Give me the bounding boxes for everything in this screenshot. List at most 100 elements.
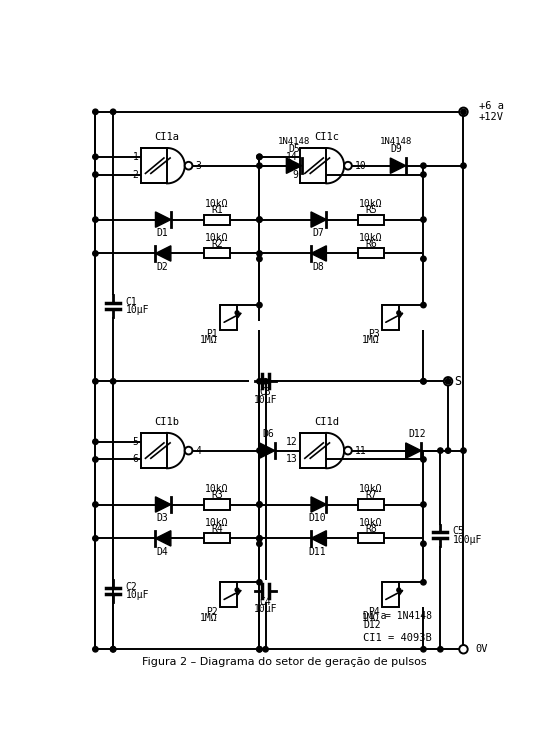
Polygon shape [167,433,185,468]
Text: 3: 3 [195,161,201,171]
Circle shape [257,647,262,652]
Text: C3: C3 [260,387,271,397]
Circle shape [461,448,466,453]
Circle shape [93,250,98,256]
Polygon shape [155,212,171,227]
Text: 10kΩ: 10kΩ [205,232,229,243]
Circle shape [459,645,468,653]
Text: CI1 = 4093B: CI1 = 4093B [364,633,432,644]
Text: P1: P1 [206,329,218,339]
Text: = 1N4148: = 1N4148 [385,611,432,621]
Circle shape [263,647,268,652]
Circle shape [93,154,98,159]
Text: R1: R1 [211,205,223,215]
Text: +6 a: +6 a [479,102,504,111]
Circle shape [421,580,426,585]
Polygon shape [326,433,344,468]
Circle shape [257,580,262,585]
Text: D5: D5 [288,144,300,153]
Circle shape [93,378,98,384]
Text: 5: 5 [133,437,139,447]
Polygon shape [155,246,171,261]
Text: +12V: +12V [479,112,504,122]
Text: 10kΩ: 10kΩ [205,199,229,209]
Circle shape [257,502,262,507]
Bar [220,305,237,329]
Circle shape [110,378,116,384]
Text: D8: D8 [312,262,324,272]
Text: D7: D7 [312,229,324,238]
Text: D12: D12 [364,620,381,630]
Polygon shape [311,497,326,512]
Bar [141,148,167,183]
Text: 10: 10 [355,161,367,171]
Text: D4: D4 [157,547,168,557]
Polygon shape [311,531,326,546]
Circle shape [257,541,262,547]
Circle shape [421,502,426,507]
Circle shape [397,311,401,314]
Circle shape [421,163,426,168]
Circle shape [421,378,426,384]
Text: P3: P3 [368,329,380,339]
Bar [204,499,230,510]
Circle shape [421,256,426,262]
Circle shape [263,378,268,384]
Circle shape [93,172,98,177]
Text: 10kΩ: 10kΩ [359,517,383,528]
Bar [382,582,399,607]
Text: C2: C2 [125,582,137,592]
Text: R6: R6 [365,239,377,249]
Text: 10μF: 10μF [254,604,278,614]
Circle shape [110,647,116,652]
Circle shape [93,535,98,541]
Polygon shape [311,212,326,227]
Polygon shape [311,246,326,261]
Text: D9: D9 [391,144,402,153]
Polygon shape [155,497,171,512]
Polygon shape [259,443,275,458]
Circle shape [461,109,466,114]
Text: R4: R4 [211,523,223,534]
Text: 12: 12 [286,437,298,447]
Text: R8: R8 [365,523,377,534]
Bar [204,248,230,259]
Circle shape [257,302,262,308]
Text: 1: 1 [133,152,139,162]
Bar [300,148,326,183]
Circle shape [257,535,262,541]
Circle shape [459,108,468,116]
Circle shape [397,588,401,592]
Text: R2: R2 [211,239,223,249]
Circle shape [421,456,426,462]
Text: 14: 14 [286,152,298,162]
Polygon shape [286,158,302,174]
Circle shape [257,535,262,541]
Circle shape [110,647,116,652]
Polygon shape [406,443,421,458]
Text: 2: 2 [133,169,139,180]
Circle shape [421,217,426,223]
Circle shape [421,302,426,308]
Text: 11: 11 [355,446,367,456]
Circle shape [93,217,98,223]
Circle shape [235,311,239,314]
Circle shape [257,378,262,384]
Circle shape [438,448,443,453]
Circle shape [93,502,98,507]
Text: 4: 4 [195,446,201,456]
Text: 0V: 0V [475,644,487,654]
Text: CI1d: CI1d [314,417,339,426]
Bar [358,248,384,259]
Text: 6: 6 [133,454,139,465]
Circle shape [344,447,352,454]
Text: D2: D2 [157,262,168,272]
Text: D10: D10 [309,514,326,523]
Text: D1 a: D1 a [364,611,387,621]
Text: 9: 9 [292,169,298,180]
Circle shape [445,378,451,384]
Text: C4: C4 [260,596,271,607]
Bar [141,433,167,468]
Text: 10kΩ: 10kΩ [359,199,383,209]
Circle shape [257,502,262,507]
